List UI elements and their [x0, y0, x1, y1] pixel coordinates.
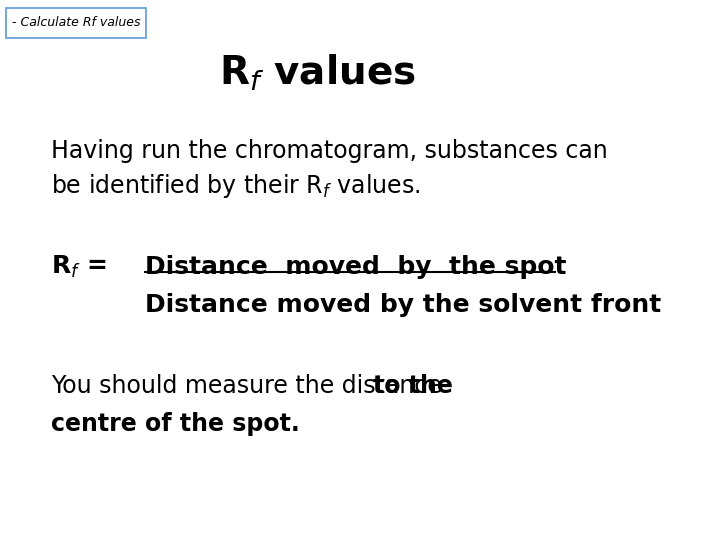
Text: R$_f$ values: R$_f$ values: [219, 53, 415, 93]
Text: You should measure the distance: You should measure the distance: [51, 374, 449, 398]
Text: - Calculate Rf values: - Calculate Rf values: [12, 16, 140, 30]
Text: to the: to the: [373, 374, 453, 398]
Text: R$_f$ =: R$_f$ =: [51, 254, 109, 280]
Text: Having run the chromatogram, substances can: Having run the chromatogram, substances …: [51, 139, 608, 163]
FancyBboxPatch shape: [6, 8, 146, 38]
Text: be identified by their R$_f$ values.: be identified by their R$_f$ values.: [51, 172, 420, 200]
Text: Distance moved by the solvent front: Distance moved by the solvent front: [145, 293, 661, 317]
Text: Distance  moved  by  the spot: Distance moved by the spot: [145, 255, 566, 279]
Text: centre of the spot.: centre of the spot.: [51, 412, 300, 436]
